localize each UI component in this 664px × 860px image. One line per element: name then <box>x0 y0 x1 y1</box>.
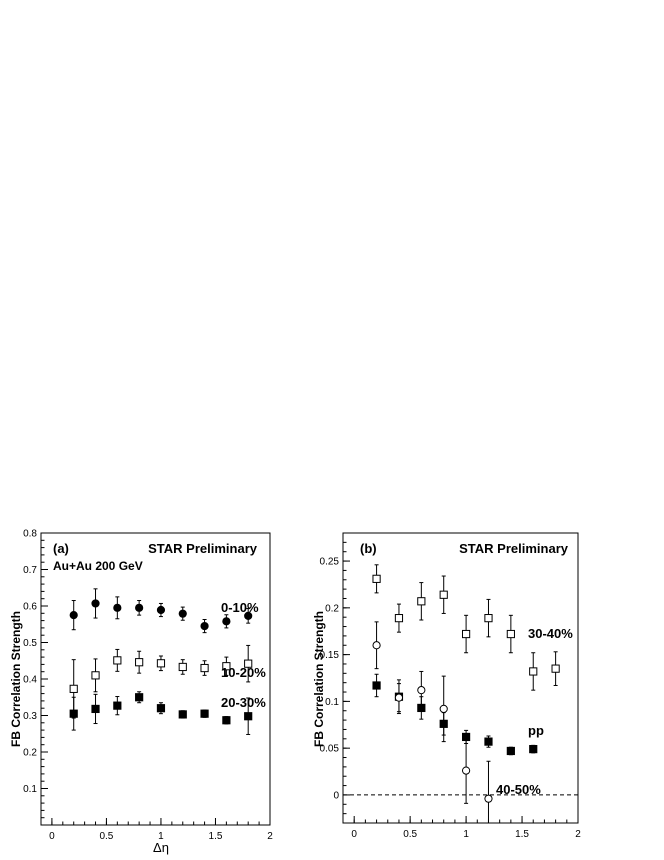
y-tick-label: 0.4 <box>23 675 37 686</box>
y-tick-label: 0.15 <box>320 650 340 661</box>
y-tick-label: 0.3 <box>23 711 37 722</box>
data-point <box>506 629 515 639</box>
data-point <box>484 794 493 803</box>
data-marks <box>69 588 253 735</box>
data-point <box>394 693 404 702</box>
data-point <box>156 659 166 668</box>
panel-label: (a) <box>53 541 69 556</box>
y-tick-label: 0.2 <box>23 748 37 759</box>
chart-title: STAR Preliminary <box>459 541 569 556</box>
y-axis-label: FB Correlation Strength <box>312 611 326 747</box>
data-point <box>222 716 231 725</box>
data-point <box>156 605 166 615</box>
data-point <box>222 662 231 671</box>
y-tick-label: 0.1 <box>325 697 339 708</box>
data-point <box>135 658 144 667</box>
data-point <box>91 704 100 714</box>
data-point <box>372 681 381 690</box>
data-point <box>135 693 144 702</box>
data-point <box>551 664 560 673</box>
x-tick-label: 1 <box>158 831 164 842</box>
axis-ticks: 0 0.5 1 1.5 2 0.1 0.2 0.3 0.4 0.5 0.6 0.7 0.8 <box>23 529 273 843</box>
x-tick-label: 2 <box>267 831 273 842</box>
data-point <box>244 659 253 668</box>
y-tick-label: 0.05 <box>320 744 340 755</box>
panel-label: (b) <box>360 541 377 556</box>
data-point <box>200 709 209 718</box>
chart-subtitle: Au+Au 200 GeV <box>53 559 143 573</box>
data-point <box>439 590 448 599</box>
data-point <box>461 766 471 775</box>
panel-b: 0 0.5 1 1.5 2 0 0.05 0.1 0.15 0.2 0.25 (b) STAR Pr… <box>312 532 581 840</box>
series-label-2: 40-50% <box>496 782 541 797</box>
series-label-0: 0-10% <box>221 600 259 615</box>
series-label-1: 10-20% <box>221 665 266 680</box>
data-point <box>372 574 381 583</box>
y-tick-label: 0.25 <box>320 557 340 568</box>
data-point <box>461 629 471 639</box>
data-point <box>439 704 448 713</box>
data-point <box>178 710 187 719</box>
data-point <box>506 746 515 756</box>
x-tick-label: 0.5 <box>403 829 417 840</box>
y-tick-label: 0.7 <box>23 565 37 576</box>
y-tick-label: 0.6 <box>23 602 37 613</box>
y-tick-label: 0.5 <box>23 638 37 649</box>
x-tick-label: 0 <box>49 831 55 842</box>
x-tick-label: 1.5 <box>209 831 223 842</box>
x-tick-label: 0 <box>351 829 357 840</box>
data-point <box>244 611 253 620</box>
data-marks <box>372 564 560 824</box>
x-axis-label: Δη <box>153 840 169 855</box>
data-point <box>91 671 100 680</box>
y-tick-label: 0 <box>333 790 339 801</box>
data-point <box>394 614 404 623</box>
y-tick-label: 0.8 <box>23 529 37 540</box>
panel-a: 0 0.5 1 1.5 2 0.1 0.2 0.3 0.4 0.5 0.6 0.7 0.8 (a) ST… <box>9 529 273 856</box>
data-point <box>178 662 187 672</box>
data-point <box>113 656 122 665</box>
data-point <box>200 663 209 673</box>
y-tick-label: 0.1 <box>23 784 37 795</box>
data-point <box>529 744 538 754</box>
y-tick-label: 0.2 <box>325 603 339 614</box>
data-point <box>135 603 144 612</box>
data-point <box>417 597 426 606</box>
data-point <box>222 617 231 626</box>
x-tick-label: 1 <box>463 829 469 840</box>
data-point <box>200 621 209 631</box>
data-point <box>178 609 187 618</box>
x-tick-label: 1.5 <box>515 829 529 840</box>
series-label-1: pp <box>528 723 544 738</box>
chart-title: STAR Preliminary <box>148 541 258 556</box>
data-point <box>484 737 493 746</box>
data-point <box>69 611 78 620</box>
x-tick-label: 0.5 <box>99 831 113 842</box>
data-point <box>156 704 166 713</box>
data-point <box>113 603 122 612</box>
data-point <box>91 599 100 608</box>
axis-ticks: 0 0.5 1 1.5 2 0 0.05 0.1 0.15 0.2 0.25 <box>320 532 581 840</box>
plot-frame <box>342 532 579 824</box>
data-point <box>69 709 78 718</box>
y-axis-label: FB Correlation Strength <box>9 611 23 747</box>
data-point <box>113 701 122 710</box>
series-label-2: 20-30% <box>221 695 266 710</box>
data-point <box>372 641 381 650</box>
data-point <box>484 614 493 623</box>
data-point <box>69 684 78 693</box>
series-label-0: 30-40% <box>528 626 573 641</box>
data-point <box>417 686 426 695</box>
data-point <box>244 712 253 721</box>
data-point <box>529 667 538 676</box>
x-tick-label: 2 <box>575 829 581 840</box>
